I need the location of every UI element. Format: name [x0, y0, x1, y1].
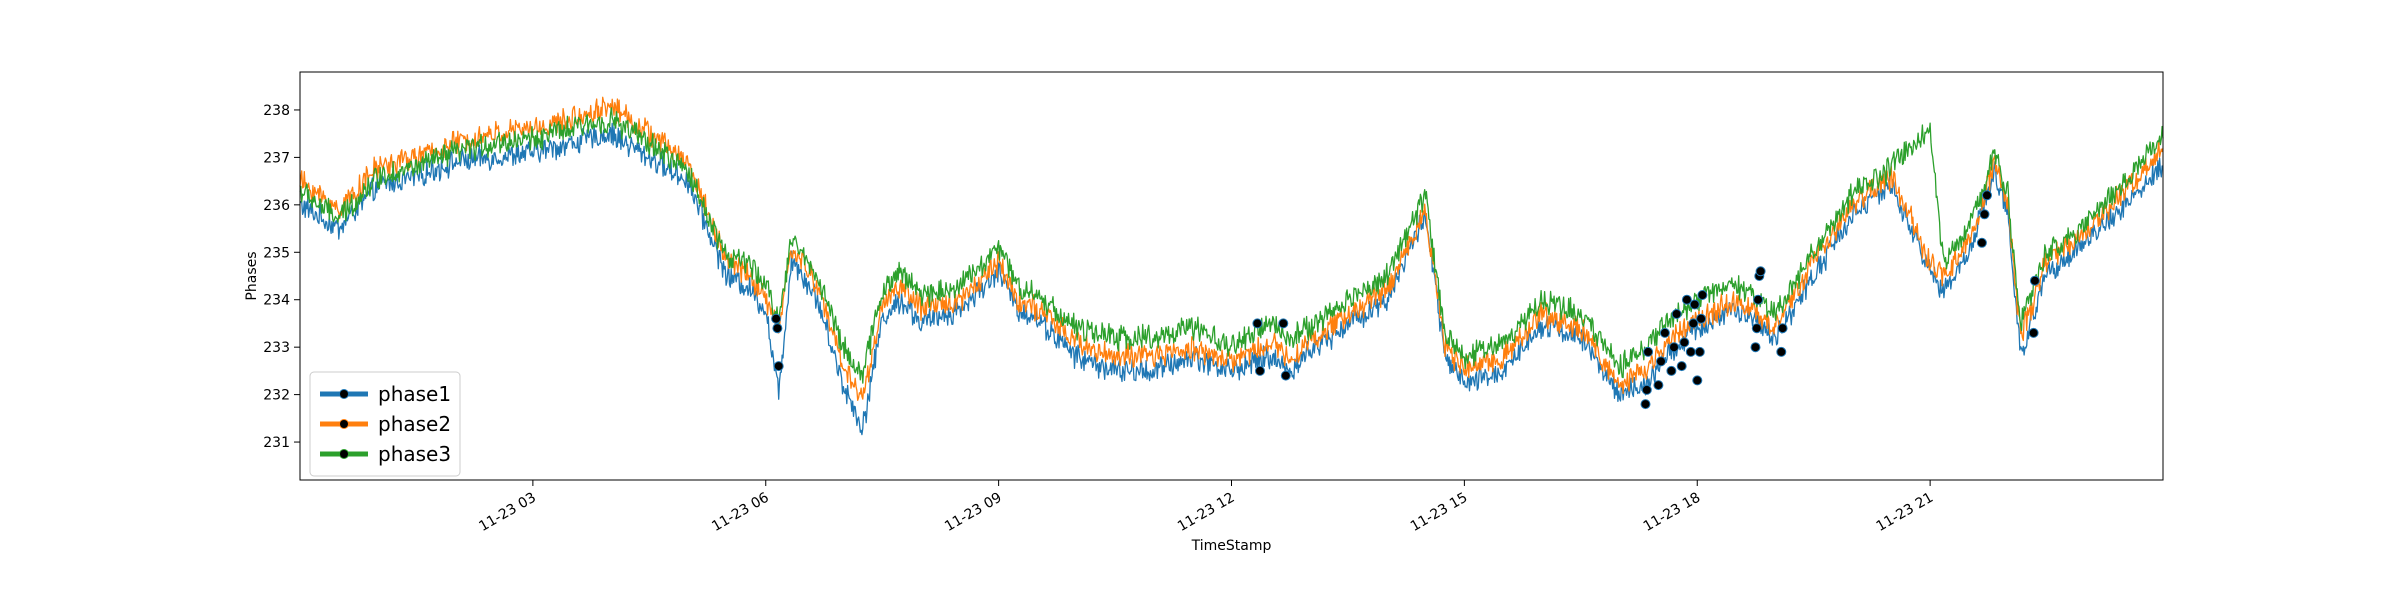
- marker-point: [1696, 313, 1707, 324]
- marker-point: [2029, 275, 2040, 286]
- marker-point: [1656, 356, 1666, 367]
- y-tick-label: 235: [263, 245, 290, 261]
- marker-point: [1641, 384, 1652, 395]
- anomaly-markers: [771, 190, 2040, 410]
- marker-point: [1280, 370, 1291, 381]
- x-tick-label: 11-23 06: [709, 490, 772, 535]
- marker-point: [1681, 294, 1692, 305]
- y-tick-label: 236: [263, 198, 290, 214]
- plot-frame: [299, 71, 2164, 481]
- y-tick-label: 237: [263, 150, 290, 166]
- marker-point: [1753, 294, 1764, 305]
- marker-point: [1976, 237, 1987, 248]
- legend-box: [309, 371, 461, 477]
- marker-point: [773, 361, 784, 372]
- marker-point: [771, 313, 782, 324]
- marker-point: [2028, 327, 2039, 338]
- y-axis-label: Phases: [244, 251, 260, 300]
- marker-point: [1640, 399, 1651, 410]
- marker-point: [1653, 380, 1664, 391]
- legend-label-phase1: phase1: [378, 382, 451, 406]
- marker-point: [1688, 318, 1699, 329]
- marker-point: [1694, 346, 1705, 357]
- x-tick-label: 11-23 18: [1641, 490, 1704, 535]
- marker-point: [1692, 375, 1703, 386]
- series-line-phase1: [299, 122, 2164, 436]
- marker-point: [1982, 190, 1992, 201]
- legend-marker-phase2: [339, 419, 349, 429]
- y-axis-ticks: 231 232 233 234 235 236 237 238: [263, 103, 300, 451]
- marker-point: [1666, 365, 1677, 376]
- series-lines: [299, 96, 2164, 436]
- series-line-phase3: [299, 107, 2164, 384]
- x-tick-label: 11-23 12: [1175, 490, 1238, 535]
- marker-point: [1750, 342, 1761, 353]
- marker-point: [1278, 318, 1289, 329]
- marker-point: [1679, 337, 1690, 348]
- y-tick-label: 232: [263, 388, 290, 404]
- marker-point: [1751, 323, 1762, 334]
- legend-marker-phase1: [339, 389, 349, 399]
- x-tick-label: 11-23 15: [1408, 490, 1471, 535]
- marker-point: [1669, 342, 1679, 353]
- y-tick-label: 233: [263, 340, 290, 356]
- marker-point: [1676, 361, 1687, 372]
- legend-label-phase3: phase3: [378, 442, 451, 466]
- y-tick-label: 231: [263, 435, 290, 451]
- marker-point: [1255, 365, 1265, 376]
- y-tick-label: 238: [263, 103, 290, 119]
- x-axis-ticks: 11-23 03 11-23 06 11-23 09 11-23 12 11-23 15…: [476, 480, 1936, 535]
- x-axis-label: TimeStamp: [1191, 538, 1272, 554]
- marker-point: [1643, 346, 1654, 357]
- marker-point: [1776, 346, 1787, 357]
- marker-point: [1659, 327, 1670, 338]
- marker-point: [1685, 346, 1696, 357]
- marker-point: [1979, 209, 1990, 220]
- marker-point: [1671, 309, 1682, 319]
- x-tick-label: 11-23 21: [1874, 490, 1937, 535]
- x-tick-label: 11-23 09: [942, 490, 1005, 535]
- legend: phase1 phase2 phase3: [309, 371, 461, 477]
- marker-point: [1697, 290, 1708, 300]
- marker-point: [1755, 266, 1766, 277]
- y-tick-label: 234: [263, 293, 290, 309]
- marker-point: [1777, 323, 1788, 334]
- marker-point: [1252, 318, 1263, 329]
- marker-point: [1689, 299, 1700, 310]
- legend-marker-phase3: [339, 449, 349, 459]
- legend-label-phase2: phase2: [378, 412, 451, 436]
- marker-point: [772, 323, 783, 334]
- x-tick-label: 11-23 03: [476, 490, 539, 535]
